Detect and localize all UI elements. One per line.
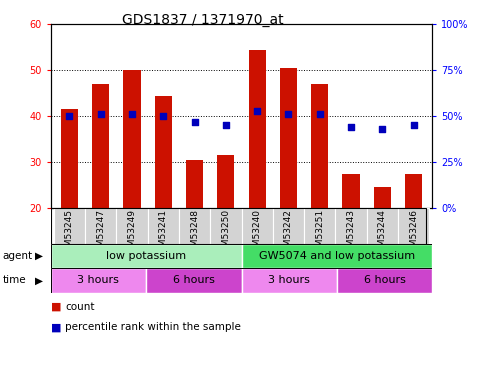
Point <box>222 122 230 128</box>
Point <box>316 111 324 117</box>
Bar <box>155 96 172 208</box>
Bar <box>242 208 273 244</box>
Bar <box>116 208 148 244</box>
Text: GDS1837 / 1371970_at: GDS1837 / 1371970_at <box>122 13 284 27</box>
Bar <box>273 208 304 244</box>
Bar <box>148 208 179 244</box>
Text: ■: ■ <box>51 302 61 312</box>
Text: 3 hours: 3 hours <box>77 275 119 285</box>
Text: GW5074 and low potassium: GW5074 and low potassium <box>259 251 415 261</box>
Text: GSM53250: GSM53250 <box>221 209 230 258</box>
Bar <box>51 268 146 292</box>
Text: ▶: ▶ <box>35 275 43 285</box>
Point <box>410 122 417 128</box>
Bar <box>405 174 422 208</box>
Text: percentile rank within the sample: percentile rank within the sample <box>65 322 241 333</box>
Bar <box>217 155 234 208</box>
Bar <box>179 208 210 244</box>
Bar <box>304 208 335 244</box>
Text: GSM53247: GSM53247 <box>96 209 105 258</box>
Bar <box>398 208 429 244</box>
Text: 3 hours: 3 hours <box>268 275 310 285</box>
Bar <box>342 174 359 208</box>
Text: 6 hours: 6 hours <box>364 275 406 285</box>
Bar <box>335 208 367 244</box>
Point <box>378 126 386 132</box>
Bar <box>374 188 391 208</box>
Text: ■: ■ <box>51 322 61 333</box>
Text: agent: agent <box>2 251 32 261</box>
Point <box>191 119 199 125</box>
Point <box>159 113 167 119</box>
Text: GSM53243: GSM53243 <box>346 209 355 258</box>
Text: low potassium: low potassium <box>106 251 186 261</box>
Bar <box>51 244 242 268</box>
Point <box>253 108 261 114</box>
Text: GSM53249: GSM53249 <box>128 209 137 258</box>
Text: GSM53241: GSM53241 <box>159 209 168 258</box>
Bar <box>61 110 78 208</box>
Bar <box>124 70 141 208</box>
Text: GSM53248: GSM53248 <box>190 209 199 258</box>
Bar <box>242 244 432 268</box>
Text: count: count <box>65 302 95 312</box>
Text: time: time <box>2 275 26 285</box>
Bar <box>311 84 328 208</box>
Text: GSM53245: GSM53245 <box>65 209 74 258</box>
Point <box>128 111 136 117</box>
Text: GSM53251: GSM53251 <box>315 209 324 258</box>
Bar <box>186 160 203 208</box>
Bar <box>85 208 116 244</box>
Text: GSM53246: GSM53246 <box>409 209 418 258</box>
Point <box>284 111 292 117</box>
Text: 6 hours: 6 hours <box>173 275 215 285</box>
Bar <box>280 68 297 208</box>
Point <box>347 124 355 130</box>
Point <box>97 111 105 117</box>
Bar <box>242 268 337 292</box>
Bar <box>337 268 432 292</box>
Bar <box>249 50 266 208</box>
Text: GSM53240: GSM53240 <box>253 209 262 258</box>
Text: GSM53244: GSM53244 <box>378 209 387 258</box>
Text: ▶: ▶ <box>35 251 43 261</box>
Bar <box>92 84 109 208</box>
Bar <box>367 208 398 244</box>
Text: GSM53242: GSM53242 <box>284 209 293 258</box>
Bar <box>54 208 85 244</box>
Bar <box>210 208 242 244</box>
Bar <box>146 268 242 292</box>
Point <box>66 113 73 119</box>
